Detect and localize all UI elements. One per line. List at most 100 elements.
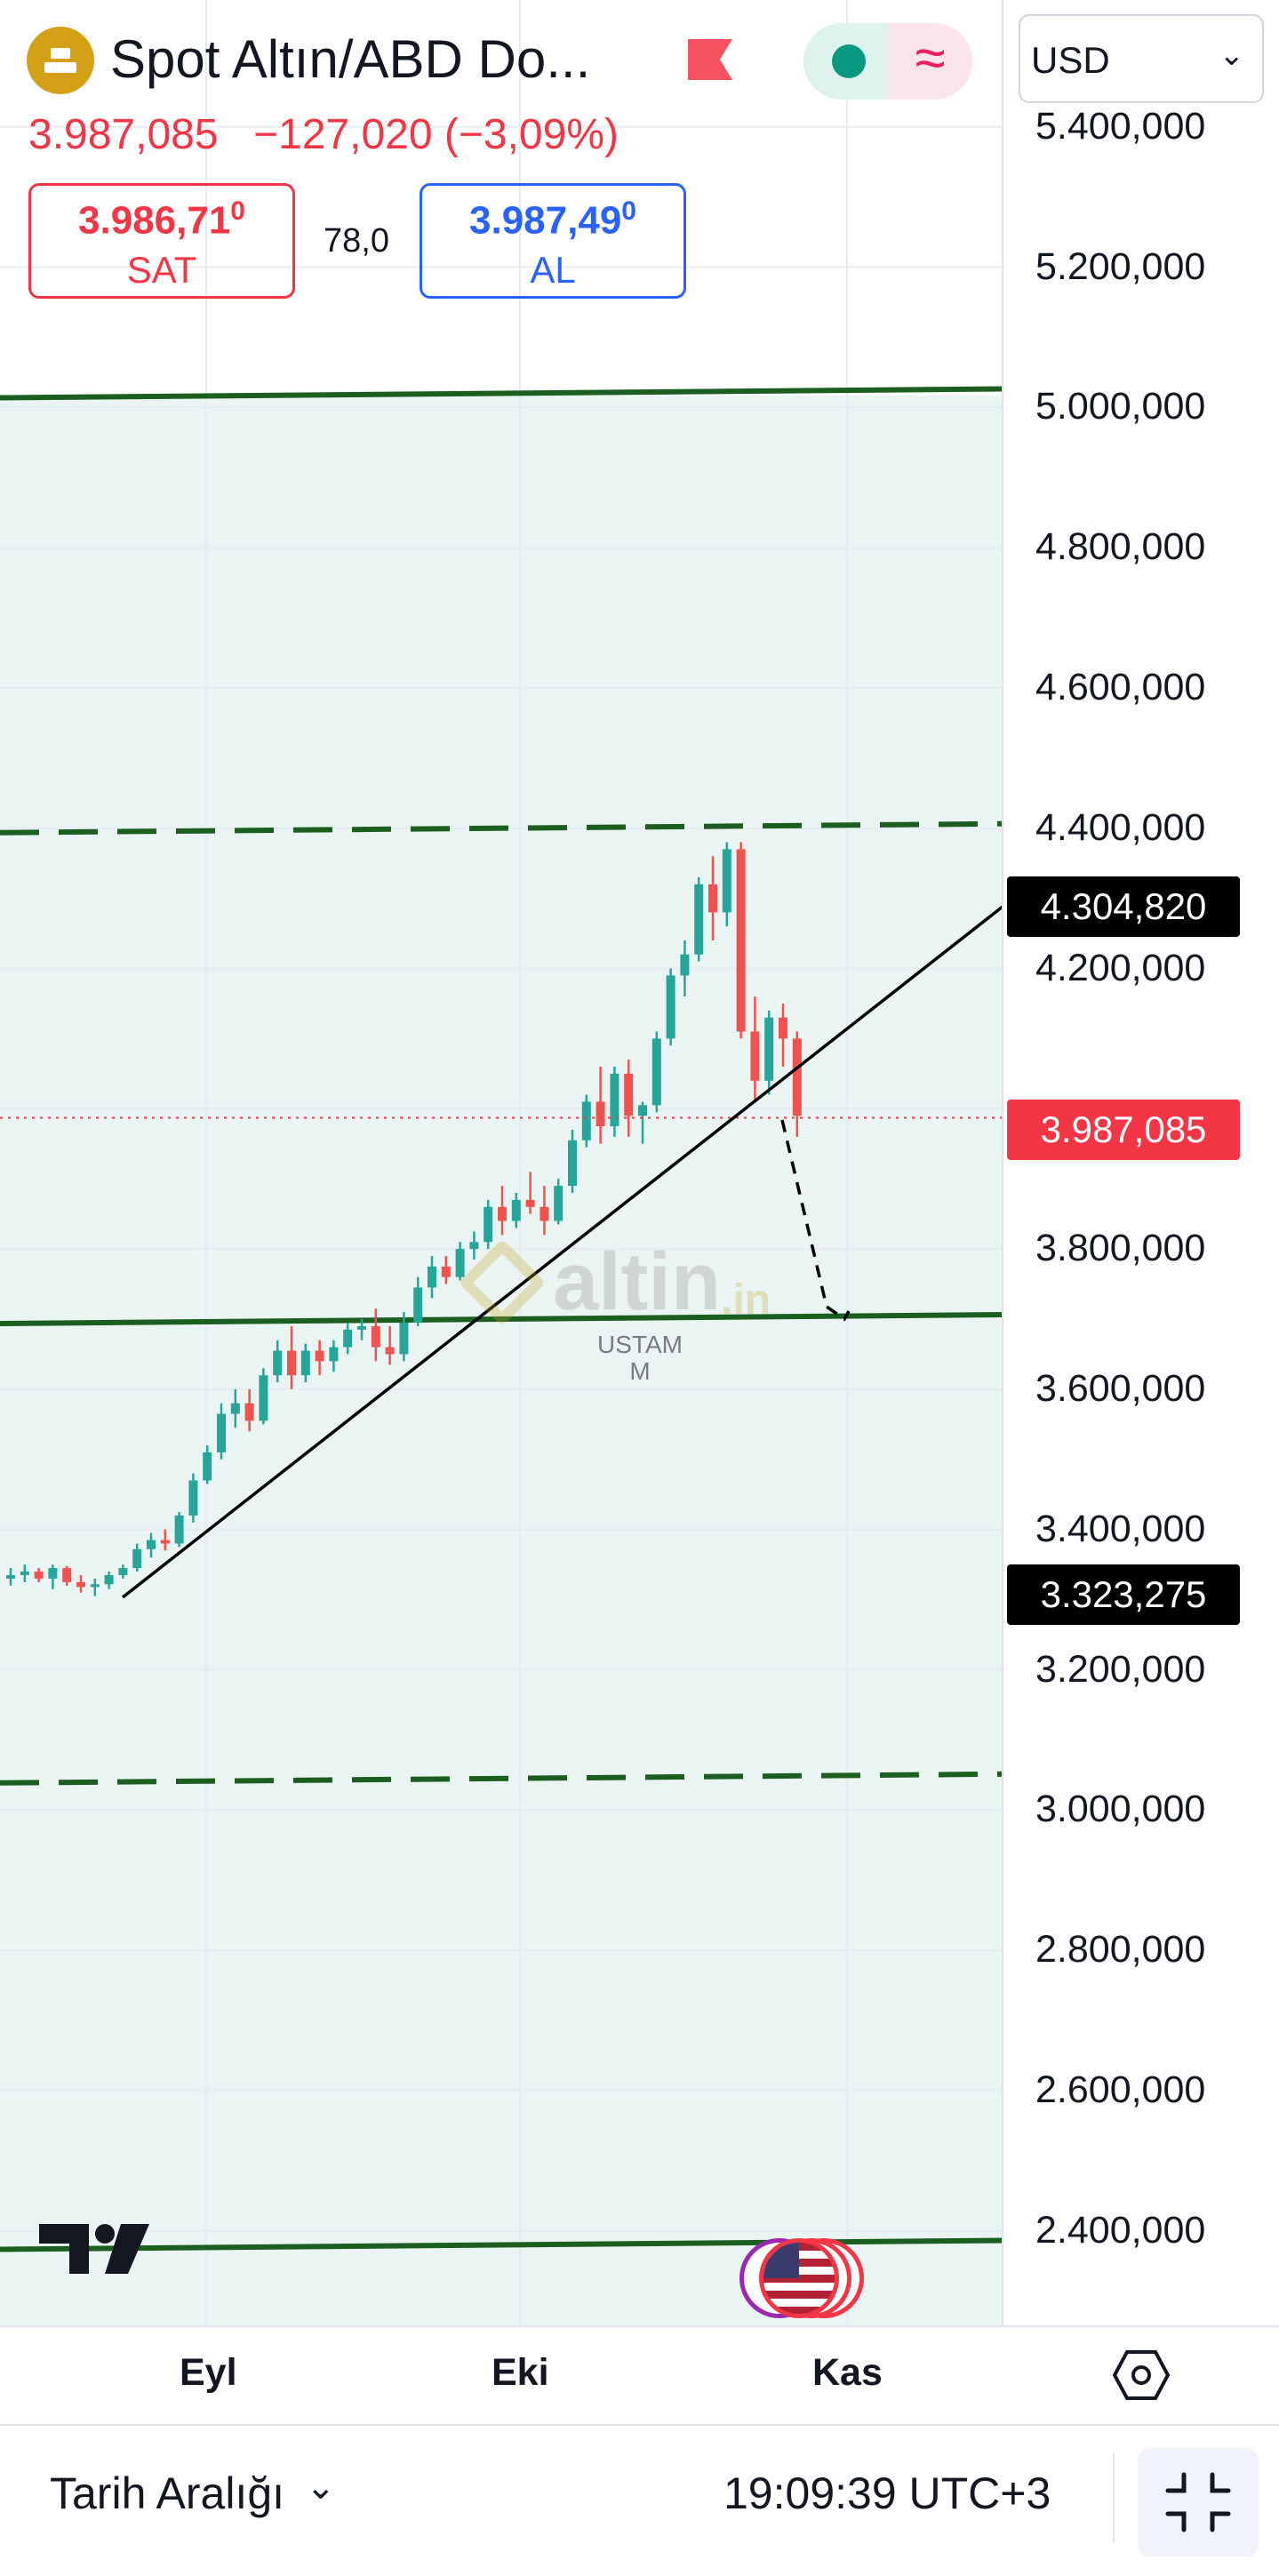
- candle: [638, 1101, 647, 1144]
- candle: [230, 1388, 240, 1428]
- candle: [287, 1325, 296, 1389]
- candle: [343, 1322, 353, 1355]
- exit-fullscreen-icon: [1165, 2472, 1231, 2532]
- price-tick-label: 4.600,000: [1035, 665, 1206, 708]
- price-change: −127,020 (−3,09%): [253, 111, 619, 158]
- candle: [259, 1368, 268, 1425]
- price-tick-label: 5.000,000: [1035, 385, 1206, 428]
- candle: [764, 1010, 774, 1095]
- solid-level-line[interactable]: [0, 386, 1003, 401]
- candle: [554, 1179, 564, 1225]
- exit-fullscreen-button[interactable]: [1138, 2448, 1259, 2556]
- currency-value: USD: [1031, 39, 1110, 81]
- candle: [371, 1308, 380, 1362]
- dashed-level-line[interactable]: [0, 1771, 1003, 1786]
- tradingview-logo-icon[interactable]: [39, 2220, 151, 2277]
- candle: [736, 842, 746, 1039]
- price-tick-label: 4.400,000: [1035, 805, 1206, 849]
- candle: [792, 1031, 802, 1137]
- candle: [596, 1066, 605, 1144]
- upper-line-price-tag: 4.304,820: [1007, 876, 1240, 937]
- lower-line-price-tag: 3.323,275: [1007, 1564, 1240, 1625]
- candle: [413, 1276, 423, 1326]
- candle: [203, 1445, 212, 1484]
- watermark: altin .in: [458, 1236, 844, 1329]
- candle: [581, 1094, 591, 1148]
- candle: [610, 1066, 620, 1137]
- sell-price: 3.986,71: [78, 198, 231, 243]
- buy-price: 3.987,49: [469, 198, 622, 243]
- symbol-title[interactable]: Spot Altın/ABD Do...: [110, 29, 591, 89]
- candle: [329, 1340, 339, 1372]
- candle: [708, 856, 717, 940]
- price-tick-label: 3.000,000: [1035, 1788, 1206, 1831]
- chart-settings-icon[interactable]: [1112, 2347, 1171, 2404]
- candle: [484, 1199, 493, 1250]
- watermark-line1: USTAM: [597, 1331, 683, 1358]
- watermark-line2: M: [629, 1357, 651, 1385]
- symbol-header: Spot Altın/ABD Do... ≈ 3.987,085 −127,02…: [0, 0, 1004, 320]
- candle: [160, 1529, 170, 1551]
- candle: [315, 1340, 324, 1376]
- buy-button[interactable]: 3.987,490 AL: [420, 183, 686, 299]
- buy-label: AL: [530, 248, 576, 291]
- time-label-eyl: Eyl: [180, 2351, 237, 2394]
- buy-price-sup: 0: [621, 196, 636, 226]
- trend-drawings[interactable]: [0, 905, 1004, 1599]
- candle: [385, 1325, 395, 1365]
- sell-label: SAT: [126, 248, 197, 291]
- price-tick-label: 4.200,000: [1035, 946, 1206, 989]
- candle: [20, 1564, 29, 1582]
- candle: [273, 1340, 283, 1383]
- candle: [147, 1532, 156, 1558]
- date-range-label: Tarih Aralığı: [50, 2468, 285, 2518]
- projection-path[interactable]: [780, 1119, 851, 1322]
- horizontal-lines[interactable]: [0, 386, 1003, 2252]
- price-tick-label: 4.800,000: [1035, 525, 1206, 569]
- candle: [104, 1572, 114, 1589]
- delayed-data-icon: ≈: [888, 23, 972, 100]
- price-tick-label: 3.800,000: [1035, 1227, 1206, 1270]
- watermark-suffix: .in: [721, 1276, 771, 1324]
- flag-icon[interactable]: [688, 39, 732, 80]
- chart-background: [0, 396, 1003, 2326]
- candle: [188, 1473, 198, 1523]
- price-tick-label: 3.600,000: [1035, 1366, 1206, 1410]
- candle: [244, 1388, 254, 1432]
- candle: [6, 1568, 15, 1586]
- gold-symbol-icon[interactable]: [27, 27, 94, 94]
- candle: [498, 1186, 507, 1236]
- candle: [48, 1564, 58, 1589]
- economic-event-markers[interactable]: [739, 2238, 873, 2318]
- price-tick-label: 2.800,000: [1035, 1928, 1206, 1972]
- candle: [357, 1319, 366, 1340]
- solid-level-line[interactable]: [0, 1312, 1003, 1327]
- candle: [455, 1242, 465, 1281]
- candle: [76, 1574, 85, 1593]
- time-label-kas: Kas: [812, 2351, 883, 2394]
- chart-grid: [0, 0, 1003, 2326]
- candle: [217, 1403, 226, 1460]
- price-tick-label: 3.400,000: [1035, 1507, 1206, 1550]
- candle: [511, 1192, 521, 1228]
- candle: [624, 1060, 634, 1137]
- candle: [300, 1343, 310, 1383]
- price-tick-label: 3.200,000: [1035, 1647, 1206, 1691]
- watermark-logo-icon: [458, 1238, 547, 1326]
- clock: 19:09:39 UTC+3: [723, 2468, 1051, 2518]
- candle: [62, 1565, 72, 1586]
- candle: [118, 1564, 128, 1579]
- dashed-level-line[interactable]: [0, 820, 1003, 836]
- date-range-button[interactable]: Tarih Aralığı ⌄: [50, 2468, 336, 2519]
- candle: [722, 842, 731, 927]
- trend-line[interactable]: [121, 905, 1004, 1599]
- time-label-eki: Eki: [492, 2351, 549, 2394]
- sell-button[interactable]: 3.986,710 SAT: [28, 183, 295, 299]
- status-indicators[interactable]: ≈: [803, 23, 972, 100]
- candle: [750, 996, 760, 1102]
- candle: [651, 1031, 661, 1113]
- currency-select[interactable]: USD ⌄: [1019, 14, 1264, 103]
- candle: [666, 968, 675, 1046]
- last-price-tag: 3.987,085: [1007, 1100, 1240, 1160]
